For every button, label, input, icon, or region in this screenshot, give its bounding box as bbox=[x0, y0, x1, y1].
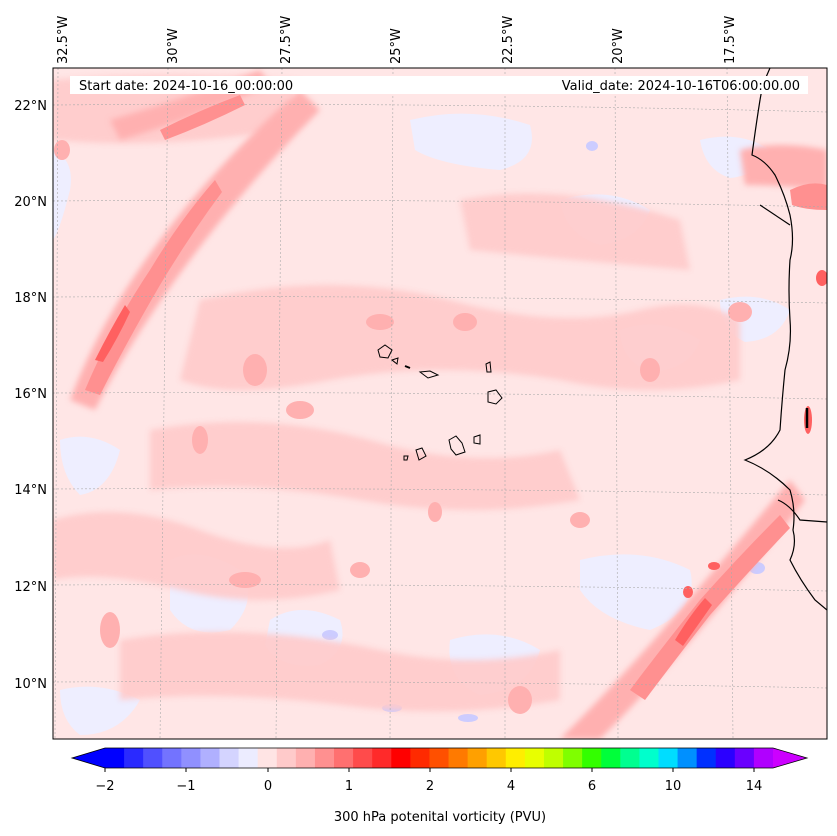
longitude-labels: 32.5°W 30°W 27.5°W 25°W 22.5°W 20°W 17.5… bbox=[56, 16, 738, 64]
valid-date-label: Valid_date: 2024-10-16T06:00:00.00 bbox=[562, 79, 800, 94]
colorbar-tick-labels: −2 −1 0 1 2 4 6 10 14 bbox=[95, 779, 762, 794]
colorbar-over-arrow bbox=[773, 748, 807, 768]
cb-tick-0: 0 bbox=[264, 779, 272, 794]
colorbar-cell bbox=[391, 748, 411, 768]
colorbar-cell bbox=[295, 748, 316, 768]
lat-label-16n: 16°N bbox=[14, 387, 47, 402]
colorbar-cell bbox=[200, 748, 221, 768]
lon-label-30w: 30°W bbox=[166, 28, 181, 64]
lon-label-32-5w: 32.5°W bbox=[56, 16, 71, 64]
colorbar-cell bbox=[658, 748, 679, 768]
cb-tick-14: 14 bbox=[746, 779, 763, 794]
cb-tick-1: 1 bbox=[345, 779, 353, 794]
cb-tick-neg1: −1 bbox=[176, 779, 195, 794]
colorbar-cell bbox=[753, 748, 774, 768]
cape-verde-islands bbox=[377, 344, 503, 461]
colorbar-cell bbox=[181, 748, 201, 768]
cb-tick-neg2: −2 bbox=[95, 779, 114, 794]
cb-tick-4: 4 bbox=[507, 779, 515, 794]
lat-label-20n: 20°N bbox=[14, 195, 47, 210]
colorbar-cell bbox=[334, 748, 354, 768]
lon-label-22-5w: 22.5°W bbox=[501, 16, 516, 64]
cb-tick-6: 6 bbox=[588, 779, 596, 794]
colorbar-cell bbox=[238, 748, 259, 768]
lat-label-14n: 14°N bbox=[14, 483, 47, 498]
pv-field: Start date: 2024-10-16_00:00:00 Valid_da… bbox=[53, 68, 827, 739]
pv-blobs bbox=[54, 140, 752, 714]
colorbar-cell bbox=[467, 748, 488, 768]
colorbar-cell bbox=[219, 748, 240, 768]
colorbar-under-arrow bbox=[72, 748, 105, 768]
colorbar: −2 −1 0 1 2 4 6 10 14 300 hPa potenital … bbox=[70, 747, 809, 825]
colorbar-cell bbox=[314, 748, 335, 768]
start-date-label: Start date: 2024-10-16_00:00:00 bbox=[79, 79, 293, 94]
lon-label-25w: 25°W bbox=[389, 28, 404, 64]
colorbar-cell bbox=[486, 748, 507, 768]
lat-label-10n: 10°N bbox=[14, 677, 47, 692]
colorbar-cells bbox=[105, 748, 774, 768]
colorbar-cell bbox=[105, 748, 125, 768]
colorbar-cell bbox=[696, 748, 717, 768]
colorbar-cell bbox=[410, 748, 430, 768]
map-frame bbox=[52, 67, 828, 740]
colorbar-cell bbox=[372, 748, 392, 768]
colorbar-cell bbox=[715, 748, 736, 768]
colorbar-ticks bbox=[104, 768, 755, 772]
colorbar-cell bbox=[734, 748, 755, 768]
colorbar-cell bbox=[620, 748, 640, 768]
lon-label-27-5w: 27.5°W bbox=[279, 16, 294, 64]
lat-label-12n: 12°N bbox=[14, 580, 47, 595]
colorbar-cell bbox=[639, 748, 659, 768]
colorbar-cell bbox=[162, 748, 182, 768]
colorbar-cell bbox=[677, 748, 698, 768]
lat-label-22n: 22°N bbox=[14, 99, 47, 114]
lon-label-17-5w: 17.5°W bbox=[723, 16, 738, 64]
coastline bbox=[743, 68, 827, 611]
colorbar-title: 300 hPa potenital vorticity (PVU) bbox=[334, 810, 546, 825]
colorbar-cell bbox=[582, 748, 602, 768]
colorbar-cell bbox=[601, 748, 621, 768]
lon-label-20w: 20°W bbox=[611, 28, 626, 64]
colorbar-cell bbox=[448, 748, 469, 768]
colorbar-cell bbox=[124, 748, 144, 768]
colorbar-cell bbox=[276, 748, 297, 768]
colorbar-cell bbox=[543, 748, 564, 768]
lat-label-18n: 18°N bbox=[14, 291, 47, 306]
cb-tick-10: 10 bbox=[665, 779, 682, 794]
cb-tick-2: 2 bbox=[426, 779, 434, 794]
colorbar-cell bbox=[524, 748, 545, 768]
colorbar-cell bbox=[429, 748, 450, 768]
colorbar-cell bbox=[257, 748, 278, 768]
latitude-labels: 22°N 20°N 18°N 16°N 14°N 12°N 10°N bbox=[14, 99, 47, 692]
colorbar-cell bbox=[505, 748, 526, 768]
colorbar-cell bbox=[143, 748, 163, 768]
colorbar-cell bbox=[353, 748, 373, 768]
header-box bbox=[70, 76, 808, 94]
colorbar-cell bbox=[563, 748, 583, 768]
